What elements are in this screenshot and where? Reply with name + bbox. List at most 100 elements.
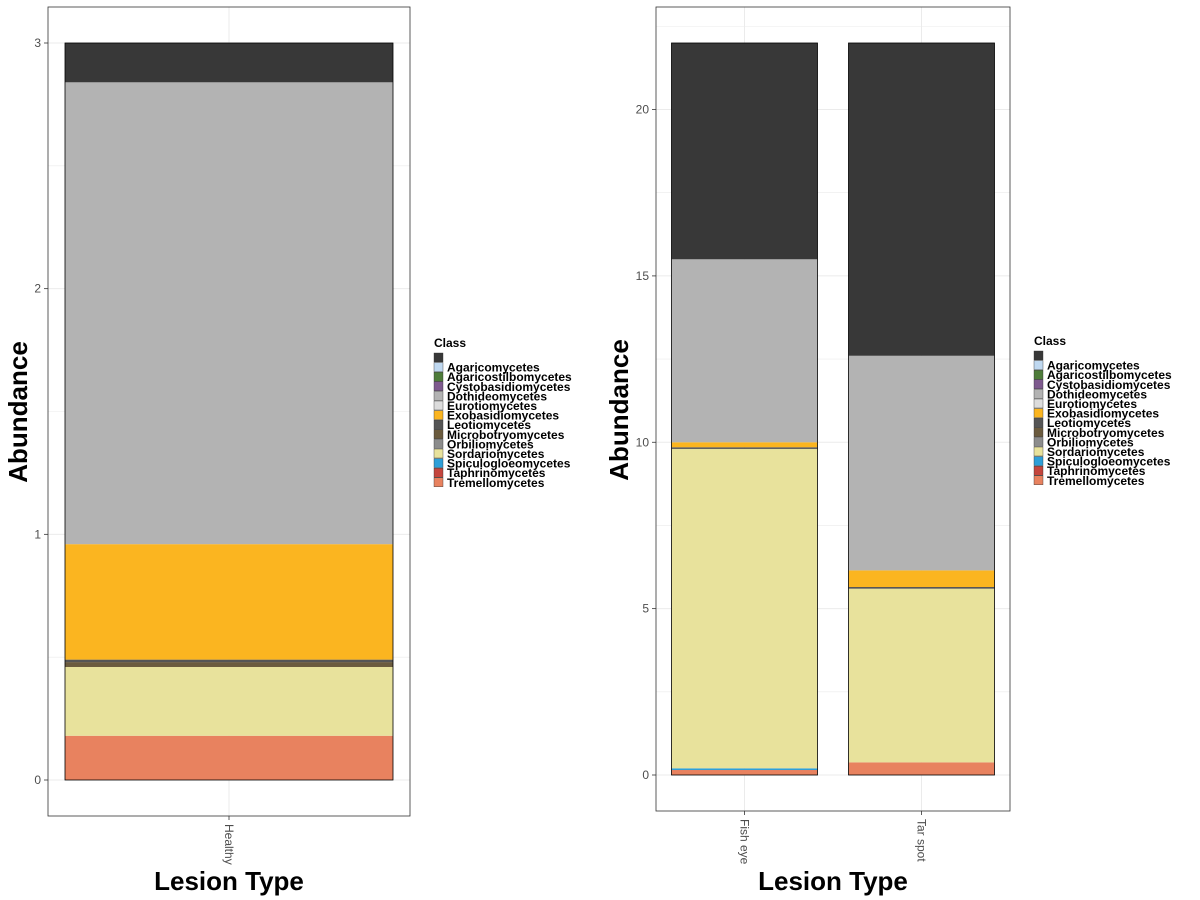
legend-key <box>433 429 444 439</box>
y-tick-label: 3 <box>34 36 41 50</box>
legend-label: Taphrinomycetes <box>447 466 546 480</box>
y-ticks: 0 1 2 3 <box>34 36 48 787</box>
legend-key <box>433 468 444 478</box>
panel-border <box>47 6 411 817</box>
bar-segment-tremellomycetes <box>848 762 995 775</box>
legend-key <box>1033 466 1044 476</box>
bar-outline <box>64 42 394 781</box>
bar-segment-leotiomycetes <box>848 587 995 589</box>
legend-label: Sordariomycetes <box>447 447 545 461</box>
legend-key <box>1033 456 1044 466</box>
legend-key <box>433 458 444 468</box>
bar-segment-leotiomycetes <box>65 659 393 663</box>
bar-segment-exobasidiomycetes <box>848 570 995 588</box>
legend-key <box>433 448 444 459</box>
x-tick-label: Healthy <box>222 824 236 865</box>
bar-segment-unassigned <box>65 43 393 83</box>
legend-key <box>1033 418 1044 428</box>
legend-label: Microbotryomycetes <box>447 428 565 442</box>
bar-segment-unassigned <box>848 43 995 356</box>
legend-label: Taphrinomycetes <box>1047 464 1146 478</box>
y-tick-label: 15 <box>636 269 650 283</box>
panel-lesions: 0 5 10 15 20 Fish eye Tar spot Abundance Lesi… <box>604 6 1172 896</box>
legend-key <box>433 420 444 430</box>
y-tick-label: 2 <box>34 282 41 296</box>
bars <box>64 42 394 781</box>
x-axis-title: Lesion Type <box>758 866 908 896</box>
legend-key <box>433 372 444 382</box>
legend-title: Class <box>434 336 466 350</box>
legend-label: Cystobasidiomycetes <box>1047 378 1171 392</box>
legend-label: Tremellomycetes <box>447 476 545 490</box>
bar-outline <box>671 42 818 776</box>
legend-label: Agaricostilbomycetes <box>1047 368 1172 382</box>
legend-key <box>1033 398 1044 409</box>
bar-outline <box>848 42 995 776</box>
bars <box>671 42 995 776</box>
y-tick-label: 20 <box>636 103 650 117</box>
x-ticks: Fish eye Tar spot <box>738 811 929 865</box>
legend-key <box>1033 389 1044 399</box>
y-tick-label: 1 <box>34 527 41 541</box>
legend-label: Dothideomycetes <box>447 389 547 403</box>
legend-label: Exobasidiomycetes <box>1047 407 1159 421</box>
legend-label: Eurotiomycetes <box>1047 397 1137 411</box>
legend-label: Exobasidiomycetes <box>447 409 559 423</box>
panel-border <box>655 6 1011 812</box>
legend-key <box>433 400 444 411</box>
bar-segment-microbotryomycetes <box>65 662 393 667</box>
y-axis-title: Abundance <box>604 339 634 481</box>
legend-label: Cystobasidiomycetes <box>447 380 571 394</box>
bar-segment-dothideomycetes <box>671 259 818 443</box>
bar-segment-tremellomycetes <box>671 770 818 775</box>
legend-key <box>433 352 444 363</box>
legend-key <box>433 477 444 487</box>
legend-key <box>433 439 444 449</box>
legend-label: Sordariomycetes <box>1047 445 1145 459</box>
legend-key <box>1033 437 1044 447</box>
bar-segment-tremellomycetes <box>65 735 393 780</box>
legend: Class AgaricomycetesAgaricostilbomycetesC… <box>1033 334 1172 488</box>
legend-key <box>433 381 444 391</box>
legend-label: Microbotryomycetes <box>1047 426 1165 440</box>
bar-segment-dothideomycetes <box>848 355 995 571</box>
legend-key <box>1033 475 1044 485</box>
x-tick-label: Fish eye <box>738 819 752 865</box>
legend-key <box>1033 370 1044 380</box>
bar-segment-exobasidiomycetes <box>65 544 393 660</box>
legend-label: Leotiomycetes <box>447 418 531 432</box>
bar-segment-sordariomycetes <box>671 448 818 769</box>
y-axis-title: Abundance <box>3 341 33 483</box>
legend-key <box>1033 446 1044 457</box>
legend-label: Spiculogloeomycetes <box>1047 455 1171 469</box>
legend-key <box>433 391 444 401</box>
x-tick-label: Tar spot <box>915 819 929 862</box>
legend-label: Agaricomycetes <box>447 361 540 375</box>
legend-label: Spiculogloeomycetes <box>447 457 571 471</box>
y-tick-label: 0 <box>34 773 41 787</box>
legend-label: Orbiliomycetes <box>1047 435 1134 449</box>
legend-label: Tremellomycetes <box>1047 474 1145 488</box>
bar-segment-leotiomycetes <box>671 447 818 449</box>
y-tick-label: 5 <box>642 602 649 616</box>
legend-label: Dothideomycetes <box>1047 387 1147 401</box>
legend-key <box>433 410 444 420</box>
bar-segment-dothideomycetes <box>65 82 393 545</box>
x-axis-title: Lesion Type <box>154 866 304 896</box>
y-ticks: 0 5 10 15 20 <box>636 103 656 782</box>
legend-key <box>433 362 444 372</box>
bar-segment-sordariomycetes <box>65 666 393 736</box>
legend-key <box>1033 350 1044 361</box>
bar-segment-spiculogloeomycetes <box>671 768 818 771</box>
panel-healthy: 0 1 2 3 Healthy Abundance Lesion Type Class… <box>3 6 572 896</box>
legend-key <box>1033 379 1044 389</box>
legend-label: Orbiliomycetes <box>447 437 534 451</box>
legend-key <box>1033 408 1044 418</box>
legend-label: Agaricostilbomycetes <box>447 370 572 384</box>
legend-label: Agaricomycetes <box>1047 359 1140 373</box>
x-ticks: Healthy <box>222 816 236 865</box>
legend-label: Eurotiomycetes <box>447 399 537 413</box>
legend: Class AgaricomycetesAgaricostilbomycetesC… <box>433 336 572 490</box>
bar-segment-exobasidiomycetes <box>671 442 818 448</box>
